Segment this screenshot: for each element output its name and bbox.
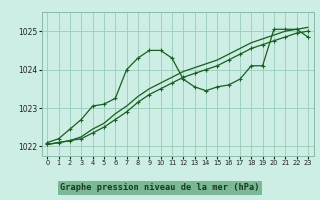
Text: Graphe pression niveau de la mer (hPa): Graphe pression niveau de la mer (hPa) [60, 184, 260, 192]
